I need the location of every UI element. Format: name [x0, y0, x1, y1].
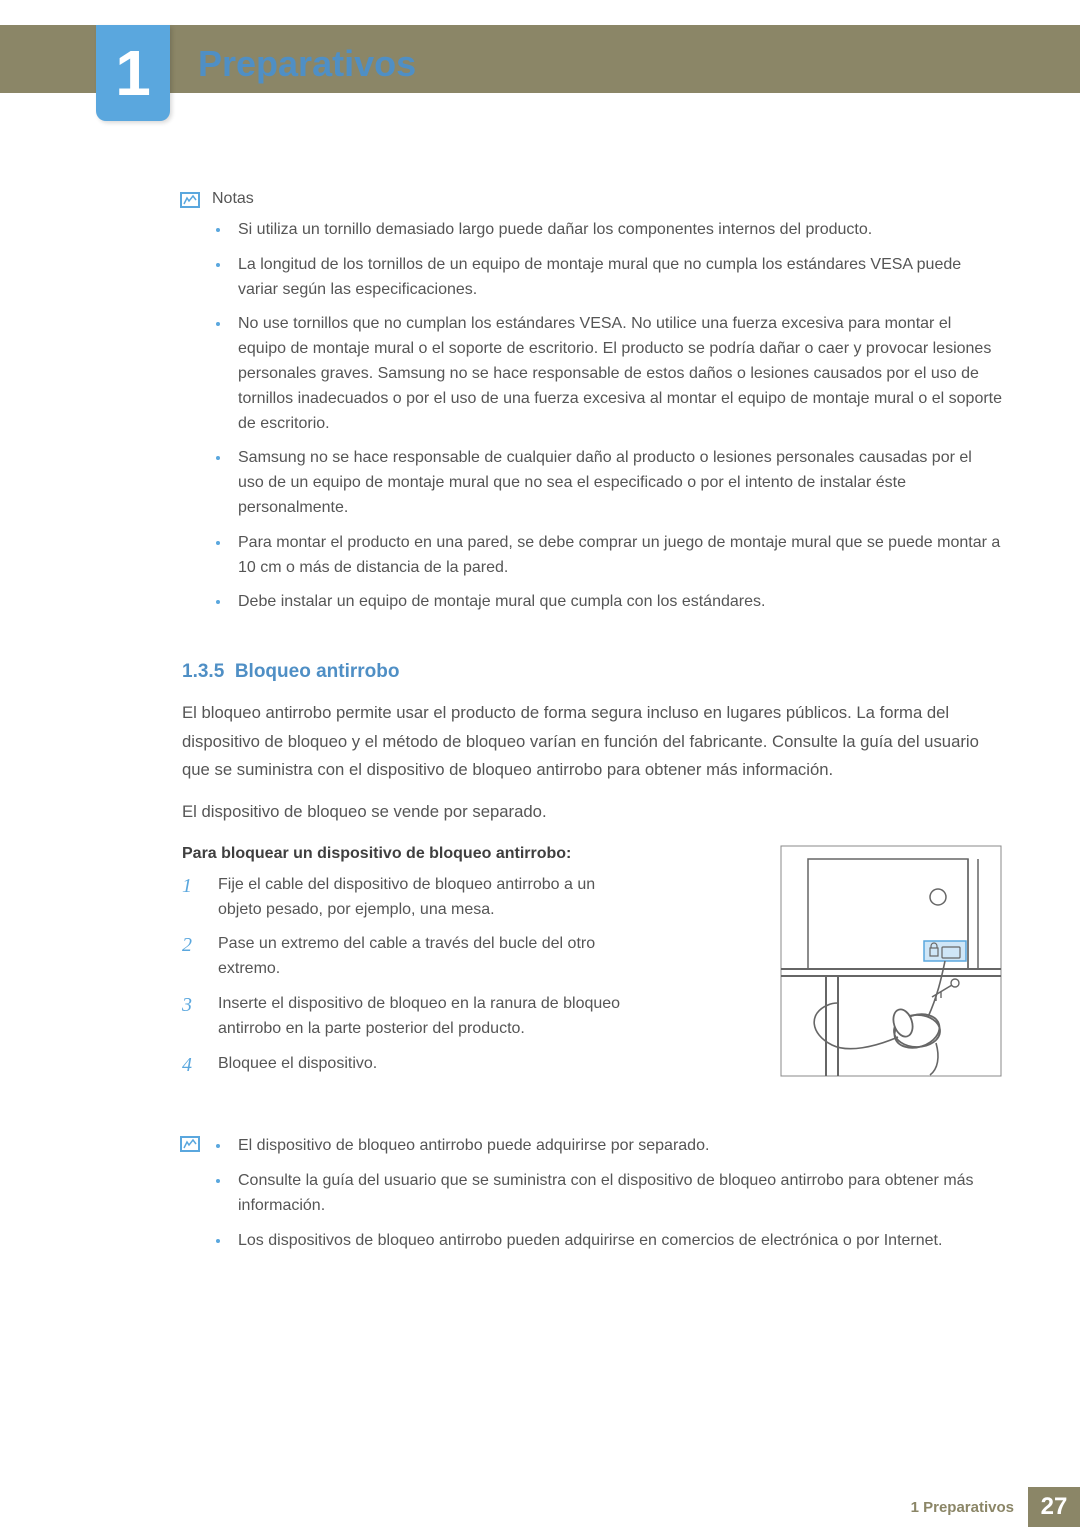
- chapter-number: 1: [115, 41, 151, 105]
- page-content: Notas Si utiliza un tornillo demasiado l…: [182, 190, 1002, 1263]
- notas-item: No use tornillos que no cumplan los está…: [238, 312, 1002, 436]
- footer-note-item: Consulte la guía del usuario que se sumi…: [238, 1169, 1002, 1219]
- footer-note-item: El dispositivo de bloqueo antirrobo pued…: [238, 1134, 1002, 1159]
- section-number: 1.3.5: [182, 661, 224, 682]
- step-text: Pase un extremo del cable a través del b…: [218, 935, 595, 977]
- note-icon: [180, 1136, 200, 1152]
- notas-item: Debe instalar un equipo de montaje mural…: [238, 590, 1002, 615]
- section-title: Bloqueo antirrobo: [235, 661, 400, 682]
- footer-label: 1 Preparativos: [911, 1499, 1014, 1516]
- section-header: 1.3.5 Bloqueo antirrobo: [182, 661, 1002, 683]
- page-number-box: 27: [1028, 1487, 1080, 1527]
- steps-section: Para bloquear un dispositivo de bloqueo …: [182, 845, 1002, 1077]
- step-text: Fije el cable del dispositivo de bloqueo…: [218, 876, 595, 918]
- chapter-badge: 1: [96, 25, 170, 121]
- page-footer: 1 Preparativos 27: [911, 1487, 1080, 1527]
- notas-label: Notas: [212, 190, 254, 208]
- page-number: 27: [1041, 1493, 1068, 1521]
- section-paragraph: El dispositivo de bloqueo se vende por s…: [182, 798, 1002, 826]
- footer-notes-list: El dispositivo de bloqueo antirrobo pued…: [238, 1134, 1002, 1253]
- footer-notes: El dispositivo de bloqueo antirrobo pued…: [182, 1134, 1002, 1253]
- section-paragraph: El bloqueo antirrobo permite usar el pro…: [182, 699, 1002, 784]
- footer-note-item: Los dispositivos de bloqueo antirrobo pu…: [238, 1229, 1002, 1254]
- step-text: Bloquee el dispositivo.: [218, 1055, 377, 1072]
- step-item: 2 Pase un extremo del cable a través del …: [182, 932, 642, 982]
- notas-item: Para montar el producto en una pared, se…: [238, 531, 1002, 581]
- step-text: Inserte el dispositivo de bloqueo en la …: [218, 995, 620, 1037]
- step-number: 3: [182, 990, 192, 1021]
- step-item: 4Bloquee el dispositivo.: [182, 1052, 642, 1077]
- note-icon: [180, 192, 200, 208]
- steps-list: 1 Fije el cable del dispositivo de bloque…: [182, 873, 642, 1077]
- lock-diagram: [780, 845, 1002, 1077]
- notas-item: Samsung no se hace responsable de cualqu…: [238, 446, 1002, 520]
- step-item: 3 Inserte el dispositivo de bloqueo en la…: [182, 992, 642, 1042]
- chapter-title: Preparativos: [198, 43, 416, 85]
- step-number: 1: [182, 871, 192, 902]
- step-number: 4: [182, 1050, 192, 1081]
- step-number: 2: [182, 930, 192, 961]
- notas-list: Si utiliza un tornillo demasiado largo p…: [238, 218, 1002, 615]
- step-item: 1 Fije el cable del dispositivo de bloque…: [182, 873, 642, 923]
- notas-item: La longitud de los tornillos de un equip…: [238, 253, 1002, 303]
- notas-item: Si utiliza un tornillo demasiado largo p…: [238, 218, 1002, 243]
